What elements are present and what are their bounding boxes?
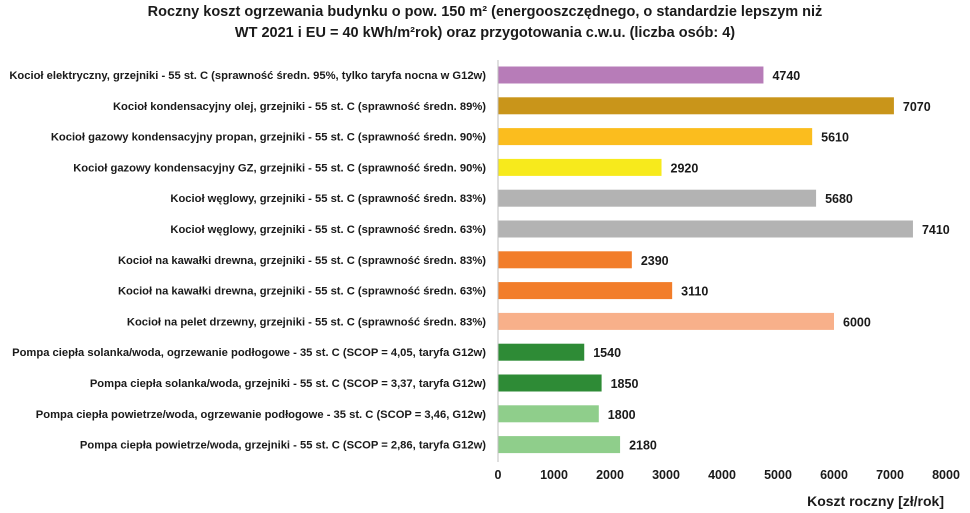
bar bbox=[498, 343, 585, 361]
category-label: Kocioł na kawałki drewna, grzejniki - 55… bbox=[118, 286, 486, 298]
value-label: 1800 bbox=[608, 408, 636, 422]
category-label: Kocioł gazowy kondensacyjny propan, grze… bbox=[51, 132, 486, 144]
bar bbox=[498, 189, 817, 207]
bar bbox=[498, 374, 602, 392]
x-tick-label: 5000 bbox=[764, 468, 792, 482]
value-label: 4740 bbox=[772, 69, 800, 83]
category-label: Kocioł na kawałki drewna, grzejniki - 55… bbox=[118, 255, 486, 267]
value-label: 7070 bbox=[903, 100, 931, 114]
category-label: Pompa ciepła solanka/woda, ogrzewanie po… bbox=[12, 347, 486, 359]
category-label: Kocioł elektryczny, grzejniki - 55 st. C… bbox=[9, 70, 486, 82]
chart-title: Roczny koszt ogrzewania budynku o pow. 1… bbox=[0, 2, 970, 44]
bar bbox=[498, 282, 673, 300]
bar bbox=[498, 251, 632, 269]
bar bbox=[498, 66, 764, 84]
value-label: 1850 bbox=[611, 377, 639, 391]
bar bbox=[498, 158, 662, 176]
bar bbox=[498, 128, 813, 146]
category-label: Kocioł gazowy kondensacyjny GZ, grzejnik… bbox=[73, 162, 486, 174]
category-label: Kocioł na pelet drzewny, grzejniki - 55 … bbox=[127, 316, 486, 328]
value-label: 5610 bbox=[821, 131, 849, 145]
value-label: 7410 bbox=[922, 223, 950, 237]
value-label: 2390 bbox=[641, 254, 669, 268]
value-label: 2180 bbox=[629, 439, 657, 453]
bar bbox=[498, 436, 621, 454]
x-tick-label: 6000 bbox=[820, 468, 848, 482]
chart-title-line-2: WT 2021 i EU = 40 kWh/m²rok) oraz przygo… bbox=[234, 25, 736, 41]
x-tick-label: 7000 bbox=[876, 468, 904, 482]
bar bbox=[498, 97, 894, 115]
x-tick-label: 8000 bbox=[932, 468, 960, 482]
value-label: 1540 bbox=[593, 346, 621, 360]
bar bbox=[498, 405, 599, 423]
value-label: 3110 bbox=[681, 285, 708, 299]
bar bbox=[498, 312, 834, 330]
value-label: 2920 bbox=[671, 161, 699, 175]
value-label: 5680 bbox=[825, 192, 853, 206]
category-label: Pompa ciepła powietrze/woda, grzejniki -… bbox=[80, 440, 486, 452]
x-tick-label: 0 bbox=[495, 468, 502, 482]
category-label: Pompa ciepła powietrze/woda, ogrzewanie … bbox=[36, 409, 486, 421]
bar bbox=[498, 220, 913, 238]
value-label: 6000 bbox=[843, 315, 871, 329]
chart-title-line-1: Roczny koszt ogrzewania budynku o pow. 1… bbox=[147, 4, 823, 20]
category-label: Kocioł węglowy, grzejniki - 55 st. C (sp… bbox=[170, 193, 486, 205]
category-label: Pompa ciepła solanka/woda, grzejniki - 5… bbox=[90, 378, 486, 390]
x-tick-label: 1000 bbox=[540, 468, 568, 482]
category-label: Kocioł węglowy, grzejniki - 55 st. C (sp… bbox=[170, 224, 486, 236]
x-axis-title: Koszt roczny [zł/rok] bbox=[807, 493, 944, 509]
category-label: Kocioł kondensacyjny olej, grzejniki - 5… bbox=[113, 101, 486, 113]
x-tick-label: 2000 bbox=[596, 468, 624, 482]
x-tick-label: 4000 bbox=[708, 468, 736, 482]
x-tick-label: 3000 bbox=[652, 468, 680, 482]
